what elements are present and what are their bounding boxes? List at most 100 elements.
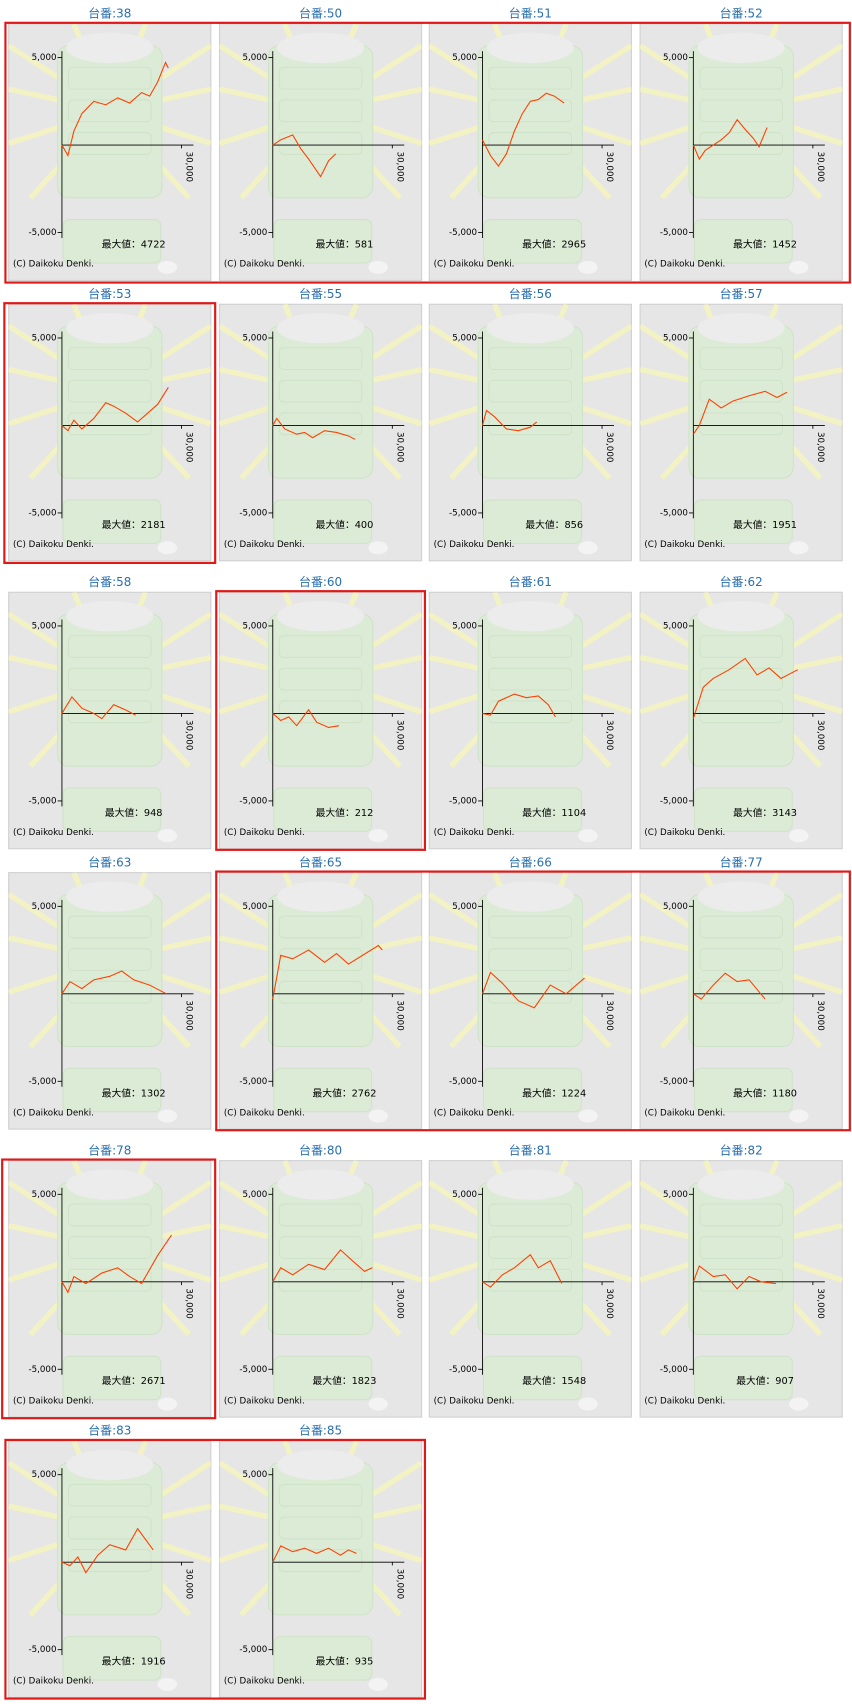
x-tick-label: 30,000 xyxy=(394,152,404,182)
max-value: 最大値：1302 xyxy=(102,1086,166,1099)
graph-cell: 台番:61 5,000 -5,000 30,000 最大値：1104 (C) Daikok… xyxy=(428,574,632,850)
y-tick-label: 5,000 xyxy=(452,1190,477,1200)
y-tick-label: 5,000 xyxy=(663,621,688,631)
x-tick-label: 30,000 xyxy=(184,432,194,462)
copyright: (C) Daikoku Denki. xyxy=(224,260,305,270)
graph-cell: 台番:85 5,000 -5,000 30,000 最大値：935 (C) Daikoku… xyxy=(218,1423,423,1699)
highlight-frame xyxy=(215,590,427,851)
y-tick-label: 5,000 xyxy=(242,53,267,63)
x-tick-label: 30,000 xyxy=(394,1569,404,1599)
data-line xyxy=(692,1265,776,1290)
graph-title: 台番:82 xyxy=(720,1142,763,1157)
max-value: 最大値：581 xyxy=(316,238,374,251)
graph-title: 台番:38 xyxy=(88,6,131,21)
copyright: (C) Daikoku Denki. xyxy=(224,1396,305,1406)
max-value: 最大値：400 xyxy=(316,518,374,531)
x-tick-label: 30,000 xyxy=(394,720,404,750)
y-tick-label: 5,000 xyxy=(663,902,688,912)
x-tick-label: 30,000 xyxy=(394,1288,404,1318)
graph-title: 台番:60 xyxy=(299,574,342,589)
data-line xyxy=(272,944,383,1000)
y-tick-label: -5,000 xyxy=(28,508,56,518)
y-tick-label: -5,000 xyxy=(449,508,477,518)
x-tick-label: 30,000 xyxy=(815,1000,825,1030)
graph-title: 台番:66 xyxy=(509,854,552,869)
graph-cell: 台番:52 5,000 -5,000 30,000 最大値：1452 (C) Daikok… xyxy=(639,6,843,281)
graph-title: 台番:53 xyxy=(88,286,131,301)
data-line xyxy=(482,92,565,168)
graph-cell: 台番:53 5,000 -5,000 30,000 最大値：2181 (C) Daikok… xyxy=(8,286,212,562)
copyright: (C) Daikoku Denki. xyxy=(224,540,305,550)
data-line xyxy=(272,417,356,440)
y-tick-label: -5,000 xyxy=(239,796,267,806)
graph-cell: 台番:77 5,000 -5,000 30,000 最大値：1180 (C) Daikok… xyxy=(639,854,843,1130)
graph-cell: 台番:80 5,000 -5,000 30,000 最大値：1823 (C) Daikok… xyxy=(218,1142,423,1418)
highlight-frame xyxy=(4,1438,426,1700)
copyright: (C) Daikoku Denki. xyxy=(224,1677,305,1687)
y-tick-label: 5,000 xyxy=(242,902,267,912)
graph-title: 台番:61 xyxy=(509,574,552,589)
y-tick-label: 5,000 xyxy=(32,621,57,631)
copyright: (C) Daikoku Denki. xyxy=(434,260,515,270)
max-value: 最大値：907 xyxy=(736,1374,794,1387)
graph-title: 台番:62 xyxy=(720,574,763,589)
data-line xyxy=(692,390,788,435)
y-tick-label: 5,000 xyxy=(32,1470,57,1480)
x-tick-label: 30,000 xyxy=(815,720,825,750)
y-tick-label: -5,000 xyxy=(449,228,477,238)
data-line xyxy=(692,657,798,719)
y-tick-label: 5,000 xyxy=(242,1470,267,1480)
copyright: (C) Daikoku Denki. xyxy=(644,1108,725,1118)
y-tick-label: 5,000 xyxy=(452,333,477,343)
data-line xyxy=(272,1249,373,1283)
graph-cell: 台番:60 5,000 -5,000 30,000 最大値：212 (C) Daikoku… xyxy=(218,574,423,850)
x-tick-label: 30,000 xyxy=(604,1288,614,1318)
graph-title: 台番:57 xyxy=(720,286,763,301)
data-line xyxy=(482,1253,563,1288)
y-tick-label: 5,000 xyxy=(32,902,57,912)
highlight-frame xyxy=(4,21,851,284)
y-tick-label: 5,000 xyxy=(663,53,688,63)
graph-cell: 台番:63 5,000 -5,000 30,000 最大値：1302 (C) Daikok… xyxy=(8,854,212,1130)
copyright: (C) Daikoku Denki. xyxy=(13,1396,94,1406)
max-value: 最大値：2965 xyxy=(522,238,586,251)
graph-title: 台番:51 xyxy=(509,6,552,21)
x-tick-label: 30,000 xyxy=(815,432,825,462)
y-tick-label: -5,000 xyxy=(28,1645,56,1655)
data-line xyxy=(692,118,768,161)
copyright: (C) Daikoku Denki. xyxy=(644,1396,725,1406)
max-value: 最大値：1104 xyxy=(522,806,586,819)
graph-title: 台番:65 xyxy=(299,854,342,869)
copyright: (C) Daikoku Denki. xyxy=(434,1108,515,1118)
graph-title: 台番:81 xyxy=(509,1142,552,1157)
copyright: (C) Daikoku Denki. xyxy=(13,260,94,270)
copyright: (C) Daikoku Denki. xyxy=(13,1677,94,1687)
y-tick-label: 5,000 xyxy=(242,1190,267,1200)
graph-cell: 台番:82 5,000 -5,000 30,000 最大値：907 (C) Daikoku… xyxy=(639,1142,843,1418)
max-value: 最大値：212 xyxy=(316,806,374,819)
graph-cell: 台番:66 5,000 -5,000 30,000 最大値：1224 (C) Daikok… xyxy=(428,854,632,1130)
max-value: 最大値：1951 xyxy=(733,518,797,531)
copyright: (C) Daikoku Denki. xyxy=(434,828,515,838)
data-line xyxy=(482,971,585,1009)
graph-cell: 台番:58 5,000 -5,000 30,000 最大値：948 (C) Daikoku… xyxy=(8,574,212,850)
copyright: (C) Daikoku Denki. xyxy=(644,828,725,838)
graph-title: 台番:52 xyxy=(720,6,763,21)
max-value: 最大値：4722 xyxy=(102,238,166,251)
y-tick-label: 5,000 xyxy=(242,333,267,343)
y-tick-label: -5,000 xyxy=(660,228,688,238)
data-line xyxy=(61,1527,154,1574)
graph-cell: 台番:81 5,000 -5,000 30,000 最大値：1548 (C) Daikok… xyxy=(428,1142,632,1418)
y-tick-label: 5,000 xyxy=(452,902,477,912)
data-line xyxy=(61,61,169,158)
graph-title: 台番:63 xyxy=(88,854,131,869)
x-tick-label: 30,000 xyxy=(604,432,614,462)
x-tick-label: 30,000 xyxy=(184,1288,194,1318)
x-tick-label: 30,000 xyxy=(604,720,614,750)
highlight-frame xyxy=(3,302,217,565)
copyright: (C) Daikoku Denki. xyxy=(434,540,515,550)
y-tick-label: -5,000 xyxy=(28,796,56,806)
max-value: 最大値：2762 xyxy=(313,1086,377,1099)
x-tick-label: 30,000 xyxy=(184,720,194,750)
y-tick-label: -5,000 xyxy=(28,1077,56,1087)
